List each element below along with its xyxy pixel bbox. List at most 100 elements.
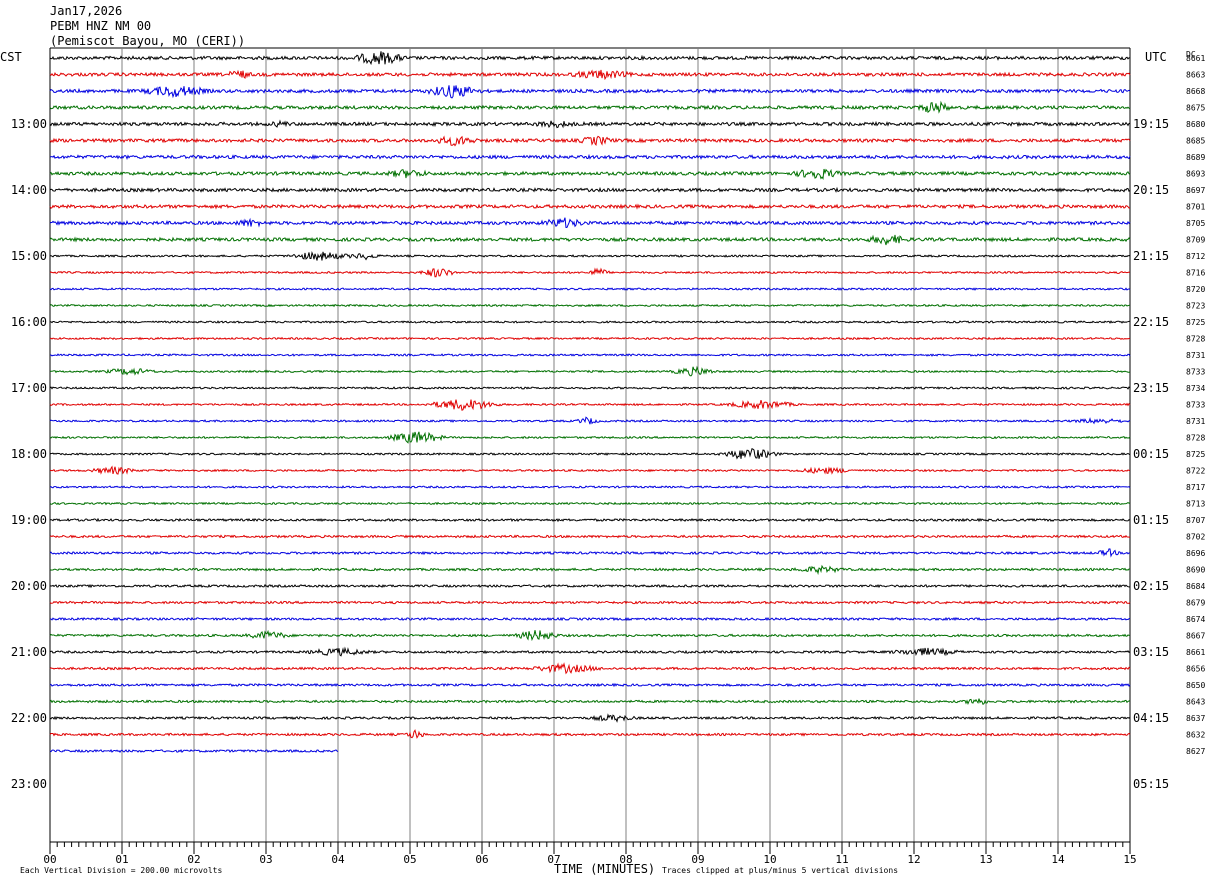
dc-offset-label: 8684 bbox=[1186, 582, 1205, 591]
seismic-trace bbox=[49, 303, 1131, 308]
x-tick-label: 02 bbox=[187, 853, 200, 866]
dc-offset-label: 8720 bbox=[1186, 285, 1205, 294]
seismic-trace bbox=[49, 69, 1131, 81]
cst-hour-label: 18:00 bbox=[11, 447, 47, 461]
dc-offset-label: 8685 bbox=[1186, 137, 1205, 146]
seismic-trace bbox=[50, 353, 1131, 357]
scale-note: Each Vertical Division = 200.00 microvol… bbox=[20, 866, 223, 875]
dc-offset-label: 8696 bbox=[1186, 549, 1205, 558]
dc-offset-label: 8707 bbox=[1186, 516, 1205, 525]
clip-note: Traces clipped at plus/minus 5 vertical … bbox=[662, 866, 899, 875]
dc-offset-label: 8693 bbox=[1186, 170, 1205, 179]
x-tick-label: 05 bbox=[403, 853, 416, 866]
utc-hour-label: 02:15 bbox=[1133, 579, 1169, 593]
seismic-trace bbox=[49, 416, 1131, 425]
x-tick-label: 15 bbox=[1123, 853, 1136, 866]
dc-offset-label: 8674 bbox=[1186, 615, 1205, 624]
seismic-trace bbox=[49, 583, 1131, 589]
hour-labels: 13:00 14:00 15:00 16:00 17:00 18:00 19:00 20:00… bbox=[11, 117, 1169, 791]
seismic-trace bbox=[49, 534, 1131, 539]
dc-offset-label: 8701 bbox=[1186, 203, 1205, 212]
utc-hour-label: 03:15 bbox=[1133, 645, 1169, 659]
seismic-trace bbox=[49, 168, 1131, 181]
x-tick-label: 10 bbox=[763, 853, 776, 866]
seismic-trace bbox=[49, 251, 1131, 261]
seismic-trace bbox=[49, 186, 1131, 194]
dc-offset-label: 8722 bbox=[1186, 467, 1205, 476]
seismic-trace bbox=[49, 564, 1131, 576]
chart-grid bbox=[49, 47, 1131, 842]
dc-offset-label: 8731 bbox=[1186, 351, 1205, 360]
seismic-trace bbox=[49, 447, 1131, 460]
plot-date: Jan17,2026 bbox=[50, 4, 123, 18]
seismic-trace bbox=[49, 153, 1131, 161]
x-axis-title: TIME (MINUTES) bbox=[554, 862, 656, 876]
utc-hour-label: 01:15 bbox=[1133, 513, 1169, 527]
dc-offset-labels: 8661 8663 8668 8675 8680 8685 8689 8693 8697 8701… bbox=[1186, 54, 1205, 756]
dc-offset-label: 8637 bbox=[1186, 714, 1205, 723]
seismic-trace bbox=[49, 365, 1131, 377]
seismic-trace bbox=[49, 698, 1131, 706]
x-tick-label: 06 bbox=[475, 853, 488, 866]
dc-offset-label: 8733 bbox=[1186, 401, 1205, 410]
seismic-trace bbox=[49, 399, 1131, 411]
x-tick-label: 00 bbox=[43, 853, 56, 866]
left-timezone-label: CST bbox=[0, 50, 22, 64]
dc-offset-label: 8668 bbox=[1186, 87, 1205, 96]
x-tick-label: 11 bbox=[835, 853, 848, 866]
cst-hour-label: 17:00 bbox=[11, 381, 47, 395]
dc-offset-label: 8705 bbox=[1186, 219, 1205, 228]
seismic-trace bbox=[49, 267, 1131, 278]
dc-offset-label: 8680 bbox=[1186, 120, 1205, 129]
cst-hour-label: 15:00 bbox=[11, 249, 47, 263]
seismic-trace bbox=[49, 748, 339, 753]
utc-hour-label: 21:15 bbox=[1133, 249, 1169, 263]
dc-offset-label: 8667 bbox=[1186, 632, 1205, 641]
seismic-trace bbox=[49, 320, 1131, 324]
dc-offset-label: 8689 bbox=[1186, 153, 1205, 162]
utc-hour-label: 05:15 bbox=[1133, 777, 1169, 791]
seismic-trace bbox=[49, 135, 1131, 147]
seismic-trace bbox=[49, 336, 1131, 341]
seismic-trace bbox=[49, 431, 1131, 444]
dc-offset-label: 8713 bbox=[1186, 500, 1205, 509]
dc-offset-label: 8697 bbox=[1186, 186, 1205, 195]
dc-offset-label: 8661 bbox=[1186, 648, 1205, 657]
seismic-trace bbox=[49, 662, 1131, 675]
utc-hour-label: 20:15 bbox=[1133, 183, 1169, 197]
dc-offset-label: 8702 bbox=[1186, 533, 1205, 542]
seismic-trace bbox=[49, 501, 1131, 506]
utc-hour-label: 19:15 bbox=[1133, 117, 1169, 131]
x-tick-label: 04 bbox=[331, 853, 345, 866]
right-timezone-label: UTC bbox=[1145, 50, 1167, 64]
seismic-trace bbox=[49, 548, 1131, 558]
seismic-trace bbox=[49, 85, 1131, 99]
x-tick-label: 08 bbox=[619, 853, 632, 866]
x-tick-label: 13 bbox=[979, 853, 992, 866]
dc-offset-label: 8725 bbox=[1186, 318, 1205, 327]
dc-offset-label: 8734 bbox=[1186, 384, 1205, 393]
utc-hour-label: 00:15 bbox=[1133, 447, 1169, 461]
seismic-trace bbox=[49, 517, 1131, 523]
seismic-trace bbox=[49, 203, 1130, 210]
dc-column-label: DC bbox=[1186, 50, 1196, 59]
dc-offset-label: 8661 bbox=[1186, 54, 1205, 63]
x-axis: 00 01 02 03 04 05 06 07 08 09 10 11 12 13 14 15 bbox=[43, 841, 1137, 866]
x-tick-label: 03 bbox=[259, 853, 272, 866]
x-tick-label: 14 bbox=[1051, 853, 1065, 866]
seismic-trace bbox=[49, 646, 1131, 657]
seismic-trace bbox=[49, 682, 1131, 688]
cst-hour-label: 19:00 bbox=[11, 513, 47, 527]
seismic-trace bbox=[49, 485, 1131, 489]
utc-hour-label: 22:15 bbox=[1133, 315, 1169, 329]
dc-offset-label: 8716 bbox=[1186, 269, 1205, 278]
dc-offset-label: 8643 bbox=[1186, 698, 1205, 707]
cst-hour-label: 13:00 bbox=[11, 117, 47, 131]
seismic-trace bbox=[49, 217, 1131, 229]
cst-hour-label: 20:00 bbox=[11, 579, 47, 593]
cst-hour-label: 21:00 bbox=[11, 645, 47, 659]
dc-offset-label: 8650 bbox=[1186, 681, 1205, 690]
dc-offset-label: 8717 bbox=[1186, 483, 1205, 492]
x-tick-label: 01 bbox=[115, 853, 128, 866]
